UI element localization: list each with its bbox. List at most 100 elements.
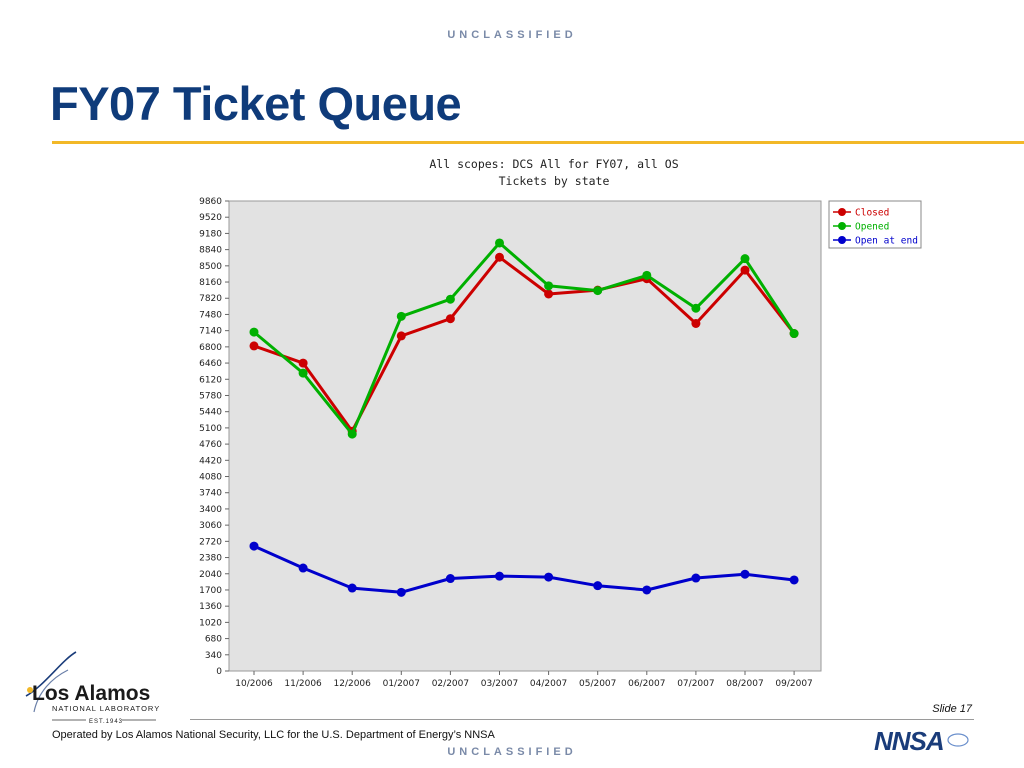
- y-tick-label: 1020: [199, 618, 222, 628]
- x-tick-label: 04/2007: [530, 679, 567, 689]
- y-tick-label: 6120: [199, 375, 222, 385]
- title-divider: [52, 141, 1024, 144]
- legend: Closed Opened Open at end: [828, 200, 922, 249]
- data-point: [495, 571, 504, 581]
- y-tick-label: 0: [216, 667, 222, 677]
- data-point: [593, 581, 603, 591]
- y-tick-label: 6460: [199, 359, 222, 369]
- data-point: [544, 281, 554, 291]
- data-point: [642, 270, 652, 280]
- y-tick-label: 2720: [199, 537, 222, 547]
- data-point: [495, 252, 504, 262]
- y-tick-label: 7480: [199, 310, 222, 320]
- footer-text: Operated by Los Alamos National Security…: [52, 729, 495, 741]
- x-tick-label: 10/2006: [235, 679, 273, 689]
- x-tick-label: 12/2006: [334, 679, 372, 689]
- y-tick-label: 7140: [199, 327, 222, 337]
- data-point: [789, 329, 799, 339]
- y-tick-label: 1700: [199, 586, 222, 596]
- chart-title: All scopes: DCS All for FY07, all OS: [429, 157, 678, 171]
- y-tick-label: 6800: [199, 343, 222, 353]
- y-tick-label: 5780: [199, 391, 222, 401]
- y-tick-label: 2040: [199, 570, 222, 580]
- data-point: [789, 575, 799, 585]
- y-tick-label: 9180: [199, 229, 222, 239]
- x-tick-label: 05/2007: [579, 679, 616, 689]
- data-point: [544, 289, 554, 299]
- data-point: [396, 587, 406, 597]
- y-tick-label: 8840: [199, 246, 222, 256]
- y-tick-label: 3740: [199, 489, 222, 499]
- agency-name: NNSA: [874, 726, 944, 754]
- y-tick-label: 5100: [199, 424, 222, 434]
- footer-divider: [190, 719, 974, 720]
- data-point: [691, 319, 701, 329]
- ticket-queue-chart: All scopes: DCS All for FY07, all OS Tic…: [199, 157, 922, 689]
- data-point: [495, 238, 504, 248]
- x-tick-label: 06/2007: [628, 679, 665, 689]
- y-tick-label: 4080: [199, 473, 222, 483]
- lab-name: Los Alamos: [32, 682, 150, 705]
- data-point: [642, 585, 652, 595]
- x-tick-label: 01/2007: [383, 679, 420, 689]
- y-tick-label: 8500: [199, 262, 222, 272]
- data-point: [249, 341, 259, 351]
- x-tick-label: 02/2007: [432, 679, 469, 689]
- series-line: [253, 255, 796, 433]
- slide-title: FY07 Ticket Queue: [50, 77, 462, 130]
- data-point: [445, 574, 455, 584]
- data-point: [347, 429, 357, 439]
- y-tick-label: 3060: [199, 521, 222, 531]
- legend-label: Opened: [855, 222, 889, 233]
- y-tick-label: 9860: [199, 197, 222, 207]
- data-point: [396, 311, 406, 321]
- y-tick-label: 4760: [199, 440, 222, 450]
- series-layer: [249, 238, 799, 597]
- y-axis: 0 340 680 1020 1360 1700 2040 2380 2720 3060 3400 3…: [199, 197, 229, 677]
- y-tick-label: 4420: [199, 456, 222, 466]
- nnsa-logo: NNSA: [874, 726, 969, 754]
- lab-subtitle: NATIONAL LABORATORY: [52, 704, 160, 713]
- data-point: [347, 583, 357, 593]
- y-tick-label: 2380: [199, 554, 222, 564]
- data-point: [445, 314, 455, 324]
- series-line: [253, 241, 796, 436]
- classification-banner-bottom: UNCLASSIFIED: [447, 746, 577, 758]
- legend-marker: [838, 236, 846, 244]
- plot-area: [228, 200, 822, 672]
- data-point: [593, 286, 603, 296]
- data-point: [740, 265, 750, 275]
- data-point: [691, 573, 701, 583]
- data-point: [544, 572, 554, 582]
- data-point: [445, 294, 455, 304]
- classification-banner-top: UNCLASSIFIED: [447, 29, 577, 41]
- data-point: [740, 254, 750, 264]
- data-point: [396, 331, 406, 341]
- x-tick-label: 09/2007: [775, 679, 812, 689]
- data-point: [298, 368, 308, 378]
- y-tick-label: 7820: [199, 294, 222, 304]
- y-tick-label: 9520: [199, 213, 222, 223]
- data-point: [249, 541, 259, 551]
- y-tick-label: 340: [205, 651, 222, 661]
- data-point: [298, 563, 308, 573]
- data-point: [691, 303, 701, 313]
- x-tick-label: 08/2007: [726, 679, 763, 689]
- y-tick-label: 680: [205, 635, 222, 645]
- y-tick-label: 8160: [199, 278, 222, 288]
- series-line: [253, 544, 795, 594]
- legend-marker: [838, 222, 846, 230]
- x-tick-label: 11/2006: [284, 679, 322, 689]
- los-alamos-logo: Los Alamos NATIONAL LABORATORY EST.1943: [25, 651, 160, 725]
- x-tick-label: 07/2007: [677, 679, 714, 689]
- data-point: [298, 358, 308, 368]
- y-tick-label: 5440: [199, 408, 222, 418]
- x-tick-label: 03/2007: [481, 679, 518, 689]
- data-point: [249, 327, 259, 337]
- legend-label: Open at end: [855, 236, 918, 247]
- data-point: [740, 569, 750, 579]
- legend-marker: [838, 208, 846, 216]
- slide-number: Slide 17: [932, 703, 972, 715]
- chart-subtitle: Tickets by state: [499, 174, 610, 188]
- y-tick-label: 3400: [199, 505, 222, 515]
